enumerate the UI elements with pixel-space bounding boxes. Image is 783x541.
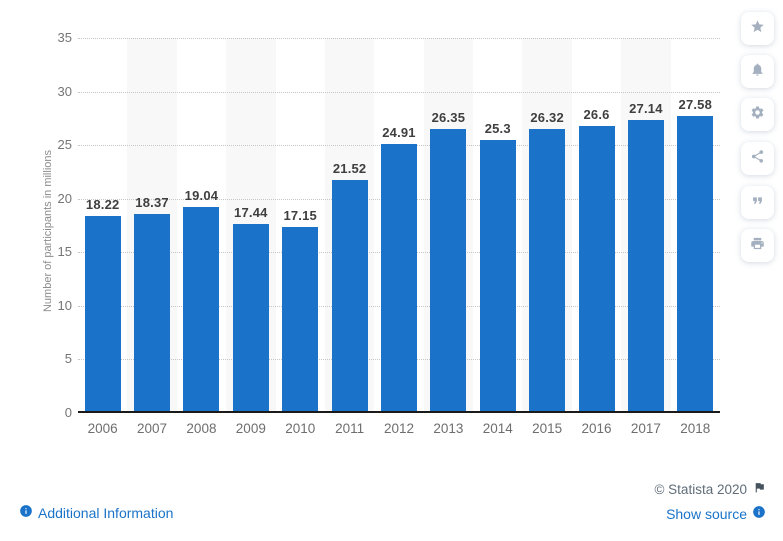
bar bbox=[627, 120, 664, 411]
bar-value-label: 27.58 bbox=[678, 96, 713, 112]
cite-button[interactable] bbox=[741, 186, 774, 219]
star-icon bbox=[750, 19, 765, 39]
y-tick-label: 30 bbox=[57, 83, 72, 99]
info-icon bbox=[19, 504, 33, 521]
x-tick-label: 2010 bbox=[285, 421, 316, 436]
bar bbox=[677, 115, 714, 411]
bar bbox=[232, 224, 269, 411]
bar bbox=[578, 126, 615, 411]
bar bbox=[331, 180, 368, 411]
share-icon bbox=[750, 149, 765, 169]
bar-value-label: 19.04 bbox=[184, 188, 219, 203]
bar-value-label: 17.44 bbox=[234, 205, 268, 221]
print-button[interactable] bbox=[741, 229, 774, 262]
x-tick-label: 2016 bbox=[581, 421, 612, 436]
bar bbox=[430, 128, 467, 411]
x-tick-label: 2014 bbox=[482, 421, 513, 436]
y-tick-label: 0 bbox=[64, 405, 72, 420]
x-tick-label: 2018 bbox=[680, 421, 711, 436]
bar-value-label: 17.15 bbox=[283, 208, 317, 224]
printer-icon bbox=[750, 236, 765, 256]
x-tick-label: 2007 bbox=[137, 421, 168, 436]
show-source-label: Show source bbox=[666, 505, 747, 522]
bar-value-label: 25.3 bbox=[484, 120, 511, 136]
y-tick-label: 20 bbox=[57, 190, 72, 206]
x-tick-label: 2009 bbox=[235, 421, 266, 436]
bar-value-label: 21.52 bbox=[332, 161, 367, 177]
x-tick-label: 2008 bbox=[186, 421, 217, 436]
additional-information-label: Additional Information bbox=[38, 504, 174, 521]
y-tick-label: 10 bbox=[57, 297, 72, 313]
x-tick-label: 2012 bbox=[383, 421, 414, 436]
additional-information-link[interactable]: Additional Information bbox=[19, 504, 173, 521]
x-tick-label: 2013 bbox=[433, 421, 464, 436]
bar bbox=[529, 129, 566, 411]
bar-value-label: 27.14 bbox=[629, 101, 663, 117]
bar bbox=[282, 227, 319, 411]
copyright-line: © Statista 2020 bbox=[654, 481, 766, 497]
share-button[interactable] bbox=[741, 142, 774, 175]
bar-value-label: 18.37 bbox=[135, 195, 169, 211]
gridline bbox=[78, 91, 720, 93]
flag-icon[interactable] bbox=[753, 481, 766, 497]
bar-value-label: 26.32 bbox=[530, 110, 564, 125]
show-source-link[interactable]: Show source bbox=[666, 505, 766, 522]
x-tick-label: 2006 bbox=[87, 421, 118, 436]
y-tick-label: 5 bbox=[64, 351, 72, 367]
x-tick-label: 2011 bbox=[335, 421, 365, 436]
gridline bbox=[78, 38, 720, 39]
quote-icon bbox=[750, 193, 765, 213]
alert-button[interactable] bbox=[741, 55, 774, 88]
bar bbox=[134, 214, 171, 411]
y-tick-label: 25 bbox=[57, 137, 72, 153]
plot-area: 18.22 18.37 19.04 17.44 17.15 21.52 24.91 26.35… bbox=[78, 38, 720, 413]
y-tick-label: 35 bbox=[57, 30, 72, 45]
settings-button[interactable] bbox=[741, 98, 774, 131]
info-icon bbox=[752, 505, 766, 522]
bar bbox=[183, 207, 220, 411]
bar-value-label: 26.6 bbox=[583, 107, 610, 122]
y-tick-label: 15 bbox=[57, 244, 72, 260]
bar bbox=[84, 215, 121, 411]
x-tick-label: 2015 bbox=[532, 421, 563, 436]
copyright-text: © Statista 2020 bbox=[654, 481, 747, 497]
bar bbox=[479, 139, 516, 411]
x-tick-label: 2017 bbox=[630, 421, 661, 436]
favorite-button[interactable] bbox=[741, 12, 774, 45]
gear-icon bbox=[750, 105, 765, 125]
bar-value-label: 18.22 bbox=[85, 196, 120, 212]
bar-value-label: 26.35 bbox=[431, 109, 466, 125]
bell-icon bbox=[750, 62, 765, 82]
bar-value-label: 24.91 bbox=[382, 125, 416, 141]
bar bbox=[381, 144, 417, 411]
